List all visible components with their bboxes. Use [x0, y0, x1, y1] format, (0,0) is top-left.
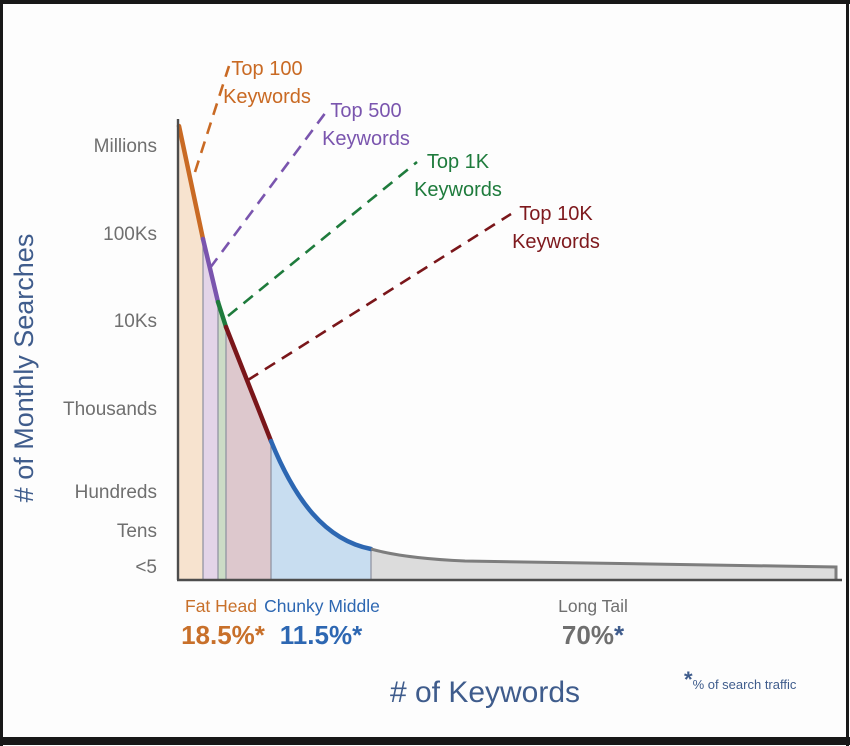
chunky-middle-percentage: 11.5%* [279, 620, 363, 650]
callout-top-1k-keywords: Top 1K Keywords [378, 148, 538, 204]
asterisk: * [254, 620, 265, 650]
y-tick-100ks: 100Ks [103, 224, 157, 245]
footnote-asterisk: * [684, 667, 693, 692]
curve-top1k [215, 299, 229, 330]
callout-top-100-keywords: Top 100 Keywords [187, 55, 347, 111]
callout-line1: Top 100 [231, 58, 303, 80]
leader-top1k [227, 160, 418, 318]
fat-head-percentage: 18.5%* [181, 620, 265, 650]
fat-head-label: Fat Head [185, 596, 257, 616]
x-axis-title: # of Keywords [389, 676, 581, 709]
y-axis-title: # of Monthly Searches [9, 233, 39, 503]
curve-top100 [176, 123, 206, 242]
callout-line1: Top 10K [519, 203, 593, 225]
curve-chunky-middle [268, 438, 374, 552]
fill-top100 [178, 126, 203, 580]
curve-long-tail [370, 547, 838, 579]
callout-line1: Top 500 [330, 100, 402, 122]
callout-line2: Keywords [414, 179, 502, 201]
y-tick-10ks: 10Ks [113, 311, 157, 332]
callout-line2: Keywords [322, 128, 410, 150]
frame-border-right [846, 0, 849, 746]
callout-line1: Top 1K [426, 151, 490, 173]
footnote-text: % of search traffic [692, 677, 797, 692]
callout-top-10k-keywords: Top 10K Keywords [476, 200, 636, 256]
callout-line2: Keywords [223, 86, 311, 108]
fill-top10k [226, 327, 271, 580]
callout-top-500-keywords: Top 500 Keywords [286, 97, 446, 153]
y-tick-tens: Tens [116, 521, 157, 542]
fill-chunky-middle [271, 441, 371, 580]
y-tick-millions: Millions [93, 136, 157, 157]
frame-border-left [0, 0, 3, 746]
curve-top500 [200, 236, 221, 305]
long-tail-percentage: 70%* [561, 620, 625, 650]
segment-separators [202, 240, 372, 580]
leader-top500 [208, 111, 328, 269]
fill-top500 [203, 239, 218, 580]
y-tick-hundreds: Hundreds [74, 482, 157, 503]
asterisk: * [613, 620, 625, 650]
y-tick-lt5: <5 [135, 557, 157, 578]
footnote: *% of search traffic [684, 667, 797, 693]
callout-line2: Keywords [512, 231, 600, 253]
frame-border-top [0, 0, 850, 4]
y-tick-thousands: Thousands [62, 399, 157, 420]
asterisk: * [352, 620, 363, 650]
leader-top10k [247, 212, 512, 382]
long-tail-label: Long Tail [558, 596, 628, 616]
fill-top1k [218, 302, 226, 580]
curve-top10k [223, 324, 274, 444]
chunky-middle-label: Chunky Middle [264, 596, 380, 616]
frame-border-bottom [0, 737, 850, 745]
